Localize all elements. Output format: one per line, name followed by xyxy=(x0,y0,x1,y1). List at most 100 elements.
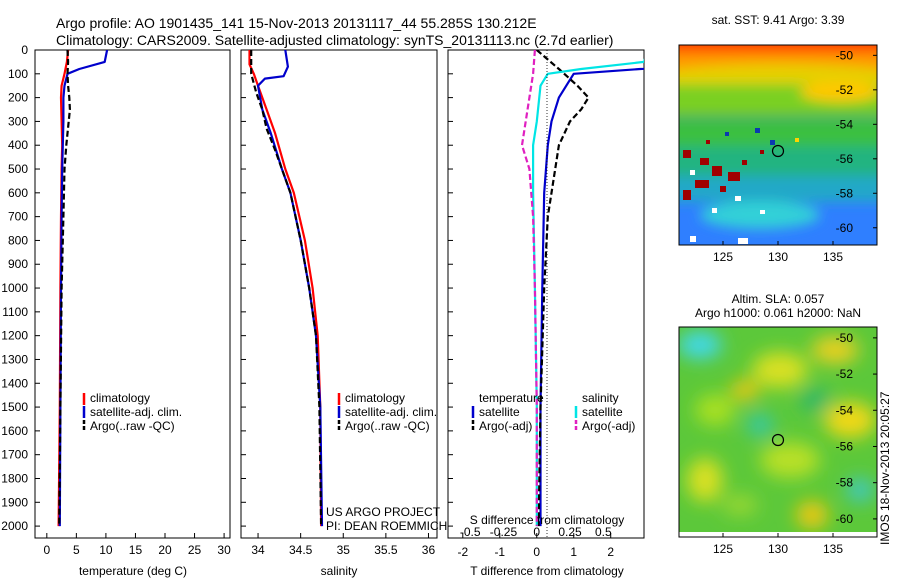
s-difference-xlabel: S difference from climatology xyxy=(470,513,625,527)
map-x-tick-label: 135 xyxy=(823,542,843,556)
legend-label-argo: Argo(..raw -QC) xyxy=(345,419,430,433)
difference-legend: temperature satellite Argo(-adj) salinit… xyxy=(471,391,635,433)
depth-tick-label: 500 xyxy=(8,162,28,176)
depth-tick-label: 100 xyxy=(8,67,28,81)
legend-label-t-satellite: satellite xyxy=(479,405,520,419)
map-x-tick-label: 130 xyxy=(768,542,788,556)
map-y-tick-label: -60 xyxy=(836,221,854,235)
depth-tick-label: 1300 xyxy=(1,352,28,366)
legend-label-climatology: climatology xyxy=(345,391,405,405)
t-tick-label: 1 xyxy=(570,545,577,559)
temperature-series xyxy=(57,50,109,527)
map-x-tick-label: 130 xyxy=(768,250,788,264)
depth-axis: 0 100 200 300 400 500 600 700 800 900 1000 1100 1200… xyxy=(1,43,453,533)
map-y-tick-label: -54 xyxy=(836,117,854,131)
depth-tick-label: 1500 xyxy=(1,400,28,414)
x-tick-label: 25 xyxy=(188,543,202,557)
x-tick-label: 35.5 xyxy=(374,543,398,557)
legend-title-salinity: salinity xyxy=(582,391,619,405)
legend-label-satellite: satellite-adj. clim. xyxy=(90,405,182,419)
series-line-1 xyxy=(248,50,323,527)
depth-tick-label: 400 xyxy=(8,138,28,152)
legend-label-satellite: satellite-adj. clim. xyxy=(345,405,437,419)
sla-map-title-line2: Argo h1000: 0.061 h2000: NaN xyxy=(695,306,861,320)
map-y-tick-label: -56 xyxy=(836,152,854,166)
sst-heatmap xyxy=(679,45,877,245)
t-difference-xlabel: T difference from climatology xyxy=(470,564,624,578)
x-tick-label: 34 xyxy=(251,543,265,557)
series-line-2 xyxy=(536,50,590,527)
depth-tick-label: 300 xyxy=(8,114,28,128)
sla-heatmap xyxy=(679,327,877,537)
map-y-tick-label: -54 xyxy=(836,403,854,417)
temperature-panel-frame xyxy=(34,49,231,539)
x-tick-label: 15 xyxy=(129,543,143,557)
series-line-2 xyxy=(256,50,324,527)
sla-map-title-line1: Altim. SLA: 0.057 xyxy=(732,292,825,306)
legend-label-s-satellite: satellite xyxy=(582,405,623,419)
figure-title-line2: Climatology: CARS2009. Satellite-adjuste… xyxy=(56,32,613,48)
map-y-tick-label: -50 xyxy=(836,48,854,62)
legend-label-argo: Argo(..raw -QC) xyxy=(90,419,175,433)
sla-map-ticks: 125 130 135 -50 -52 -54 -56 -58 -60 xyxy=(713,331,877,556)
map-y-tick-label: -58 xyxy=(836,476,854,490)
temperature-legend: climatology satellite-adj. clim. Argo(..… xyxy=(82,391,182,433)
series-line-1 xyxy=(539,67,644,527)
depth-tick-label: 600 xyxy=(8,186,28,200)
salinity-legend: climatology satellite-adj. clim. Argo(..… xyxy=(337,391,437,433)
depth-tick-label: 900 xyxy=(8,257,28,271)
argo-position-marker xyxy=(771,144,785,158)
depth-tick-label: 1800 xyxy=(1,471,28,485)
x-tick-label: 0 xyxy=(43,543,50,557)
salinity-series xyxy=(248,50,324,527)
series-line-2 xyxy=(58,50,109,527)
pi-label: PI: DEAN ROEMMICH xyxy=(326,519,447,533)
x-tick-label: 10 xyxy=(99,543,113,557)
depth-tick-label: 1400 xyxy=(1,376,28,390)
t-tick-label: 0 xyxy=(533,545,540,559)
depth-tick-label: 2000 xyxy=(1,519,28,533)
s-tick-label: -0.5 xyxy=(460,525,481,539)
argo-position-marker xyxy=(771,433,785,447)
sst-speckle xyxy=(683,128,799,244)
legend-label-climatology: climatology xyxy=(90,391,150,405)
depth-tick-label: 1700 xyxy=(1,448,28,462)
legend-label-s-argo: Argo(-adj) xyxy=(582,419,635,433)
depth-tick-label: 200 xyxy=(8,91,28,105)
map-x-tick-label: 135 xyxy=(823,250,843,264)
depth-tick-label: 1600 xyxy=(1,424,28,438)
series-line-4 xyxy=(520,50,538,527)
figure-title-line1: Argo profile: AO 1901435_141 15-Nov-2013… xyxy=(56,15,537,31)
s-tick-label: 0 xyxy=(533,525,540,539)
salinity-x-ticks: 34 34.5 35 35.5 36 xyxy=(251,533,435,557)
map-y-tick-label: -52 xyxy=(836,367,854,381)
temperature-xlabel: temperature (deg C) xyxy=(79,564,187,578)
sst-map-title: sat. SST: 9.41 Argo: 3.39 xyxy=(712,13,845,27)
difference-series xyxy=(520,50,644,527)
depth-tick-label: 1200 xyxy=(1,329,28,343)
series-line-3 xyxy=(531,58,644,527)
map-y-tick-label: -50 xyxy=(836,331,854,345)
depth-tick-label: 700 xyxy=(8,210,28,224)
t-tick-label: -2 xyxy=(457,545,468,559)
sst-map-ticks: 125 130 135 -50 -52 -54 -56 -58 -60 xyxy=(713,48,877,264)
project-label: US ARGO PROJECT xyxy=(326,505,441,519)
x-tick-label: 5 xyxy=(73,543,80,557)
x-tick-label: 34.5 xyxy=(289,543,313,557)
depth-tick-label: 0 xyxy=(21,43,28,57)
map-y-tick-label: -56 xyxy=(836,439,854,453)
legend-label-t-argo: Argo(-adj) xyxy=(479,419,532,433)
x-tick-label: 30 xyxy=(217,543,231,557)
x-tick-label: 20 xyxy=(158,543,172,557)
difference-panel-frame xyxy=(447,49,645,539)
depth-tick-label: 1100 xyxy=(2,305,28,319)
map-x-tick-label: 125 xyxy=(713,250,733,264)
depth-tick-label: 800 xyxy=(8,233,28,247)
x-tick-label: 35 xyxy=(337,543,351,557)
s-tick-label: 0.5 xyxy=(595,525,612,539)
imos-timestamp-label: IMOS 18-Nov-2013 20:05:27 xyxy=(878,391,892,545)
map-y-tick-label: -52 xyxy=(836,83,854,97)
depth-tick-label: 1900 xyxy=(1,495,28,509)
difference-x-ticks: -2 -1 0 1 2 -0.5 -0.25 0 0.25 0.5 xyxy=(457,525,614,559)
